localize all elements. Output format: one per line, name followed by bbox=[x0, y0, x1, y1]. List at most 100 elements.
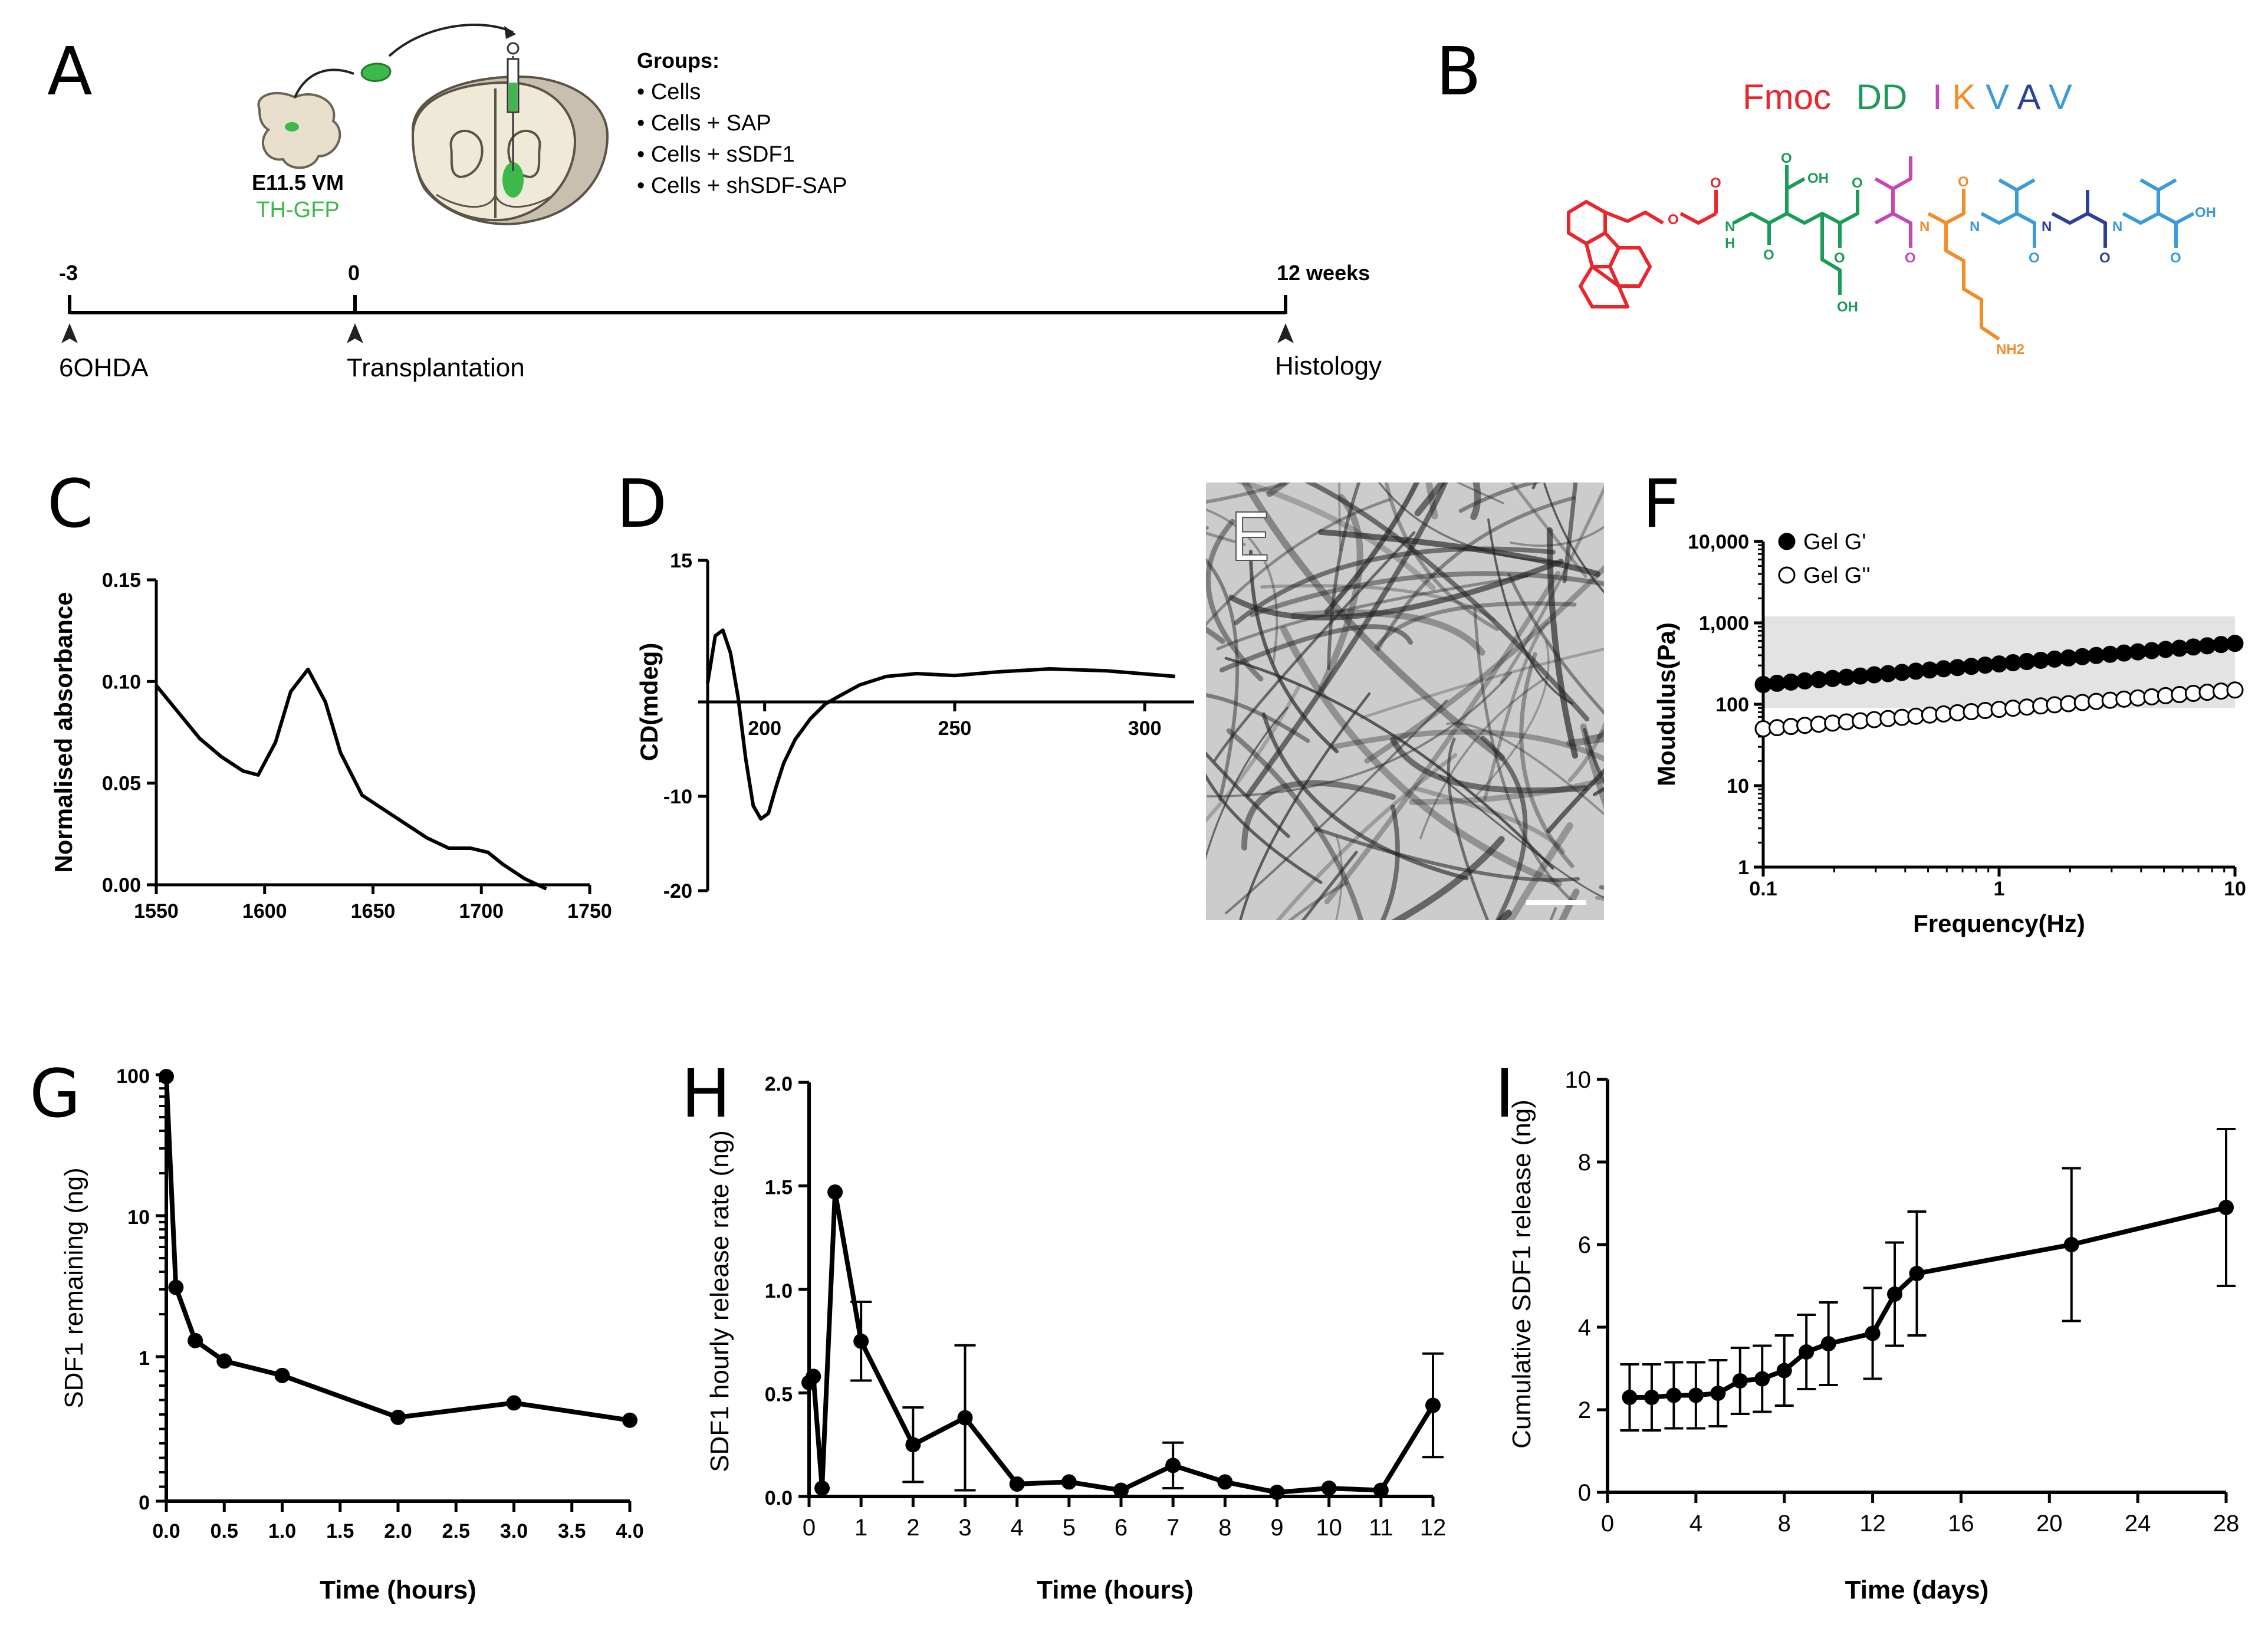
nanofiber bbox=[1224, 657, 1554, 870]
data-point bbox=[1754, 1371, 1770, 1387]
timeline-top-label: -3 bbox=[59, 261, 78, 285]
spectrum-line bbox=[155, 667, 547, 891]
nanofiber bbox=[1266, 483, 1291, 497]
y-tick-label: 1 bbox=[139, 1347, 150, 1370]
x-tick-label: 6 bbox=[1115, 1515, 1128, 1541]
x-tick-label: 4 bbox=[1690, 1511, 1702, 1537]
timeline-top-label: 0 bbox=[348, 261, 360, 285]
loss-modulus-point bbox=[1838, 713, 1855, 731]
data-point bbox=[1009, 1476, 1025, 1492]
data-point bbox=[1799, 1344, 1815, 1360]
data-point bbox=[957, 1410, 973, 1426]
storage-modulus-point bbox=[2171, 639, 2188, 657]
atom-o: O bbox=[1763, 247, 1774, 263]
x-tick-label: 10 bbox=[1316, 1515, 1342, 1541]
timeline: -3 0 12 weeks 6OHDA Transplantation Hist… bbox=[59, 261, 1382, 382]
x-tick-label: 3.0 bbox=[500, 1520, 528, 1542]
y-tick-label: 6 bbox=[1578, 1232, 1591, 1258]
nanofiber bbox=[1290, 609, 1485, 656]
x-tick-label: 2.0 bbox=[384, 1520, 412, 1542]
nanofiber bbox=[1510, 483, 1587, 578]
nanofiber bbox=[1510, 526, 1604, 547]
x-tick-label: 250 bbox=[938, 717, 972, 740]
x-tick-label: 12 bbox=[1859, 1511, 1886, 1537]
storage-modulus-point bbox=[1852, 667, 1869, 685]
timeline-top-label: 12 weeks bbox=[1277, 261, 1370, 285]
nanofiber bbox=[1425, 483, 1438, 520]
storage-modulus-point bbox=[1907, 662, 1925, 680]
x-tick-label: 200 bbox=[748, 717, 781, 740]
ile-residue bbox=[1874, 156, 1912, 248]
data-point bbox=[216, 1353, 232, 1369]
x-tick-label: 3 bbox=[958, 1515, 971, 1541]
atom-labels: O O N H O OH O O O OH O N O NH2 N O N O … bbox=[1668, 150, 2216, 357]
peptide-title-v1: V bbox=[1986, 77, 2009, 117]
group-item: • Cells + SAP bbox=[637, 111, 771, 136]
x-tick-label: 1 bbox=[1994, 878, 2005, 900]
data-point bbox=[622, 1412, 637, 1428]
x-axis-label: Time (hours) bbox=[1037, 1576, 1194, 1604]
loss-modulus-point bbox=[1852, 712, 1869, 730]
panel-label-e: E bbox=[1230, 500, 1271, 576]
chart-d: 15 -10 -20 200 250 300 CD(mdeg) bbox=[635, 550, 1194, 902]
nanofiber bbox=[1507, 573, 1604, 715]
data-point bbox=[814, 1480, 830, 1496]
x-tick-label: 24 bbox=[2125, 1511, 2151, 1537]
loss-modulus-point bbox=[1769, 719, 1786, 737]
x-tick-label: 0 bbox=[1601, 1511, 1614, 1537]
y-tick-label: 10,000 bbox=[1688, 531, 1749, 553]
nanofiber bbox=[1543, 483, 1604, 594]
nanofiber bbox=[1546, 768, 1604, 833]
atom-o: O bbox=[1710, 175, 1721, 191]
data-point bbox=[2063, 1237, 2079, 1252]
y-tick-label: 1.5 bbox=[765, 1177, 793, 1199]
x-tick-label: 0.5 bbox=[211, 1520, 238, 1542]
x-tick-label: 7 bbox=[1166, 1515, 1179, 1541]
storage-modulus-point bbox=[2018, 653, 2036, 671]
y-axis-label: CD(mdeg) bbox=[635, 643, 663, 762]
storage-modulus-point bbox=[2004, 654, 2022, 672]
storage-modulus-point bbox=[1893, 664, 1911, 681]
nanofiber bbox=[1206, 531, 1246, 546]
storage-modulus-point bbox=[1782, 673, 1800, 691]
atom-n: N bbox=[2112, 219, 2122, 235]
storage-modulus-point bbox=[2088, 646, 2105, 664]
x-tick-label: 1700 bbox=[459, 900, 504, 923]
remaining-line bbox=[164, 1076, 630, 1423]
nanofiber bbox=[1376, 495, 1576, 652]
nanofiber bbox=[1276, 753, 1458, 920]
nanofiber bbox=[1234, 546, 1556, 625]
storage-modulus-point bbox=[2212, 636, 2230, 654]
nanofiber bbox=[1287, 881, 1349, 920]
data-point bbox=[1909, 1266, 1925, 1281]
panel-e: E bbox=[1206, 483, 1604, 920]
release-rate-line bbox=[807, 1190, 1435, 1495]
atom-n: N bbox=[1725, 219, 1735, 235]
timeline-arrow bbox=[1277, 323, 1294, 343]
legend-marker-open bbox=[1778, 566, 1796, 584]
x-tick-label: 1550 bbox=[134, 900, 179, 923]
coronal-brain-icon bbox=[411, 42, 609, 225]
nanofiber bbox=[1419, 677, 1547, 839]
storage-modulus-point bbox=[1879, 665, 1897, 682]
data-point bbox=[2218, 1200, 2234, 1215]
legend-label: Gel G'' bbox=[1803, 563, 1871, 588]
y-tick-label: 0 bbox=[139, 1492, 150, 1514]
x-tick-label: 4.0 bbox=[616, 1520, 643, 1542]
loss-modulus-point bbox=[2171, 685, 2188, 703]
loss-modulus-point bbox=[1907, 707, 1925, 725]
x-tick-label: 1.5 bbox=[326, 1520, 354, 1542]
x-tick-label: 28 bbox=[2213, 1511, 2240, 1537]
nanofiber bbox=[1562, 483, 1578, 583]
loss-modulus-point bbox=[2115, 690, 2133, 708]
data-point bbox=[1776, 1363, 1792, 1378]
nanofiber bbox=[1206, 518, 1264, 682]
nanofiber bbox=[1318, 529, 1600, 577]
data-point bbox=[1666, 1387, 1682, 1403]
loss-modulus-point bbox=[2143, 688, 2161, 705]
y-tick-label: 1,000 bbox=[1699, 612, 1749, 635]
x-tick-label: 300 bbox=[1128, 717, 1162, 740]
storage-modulus-point bbox=[2060, 649, 2078, 667]
